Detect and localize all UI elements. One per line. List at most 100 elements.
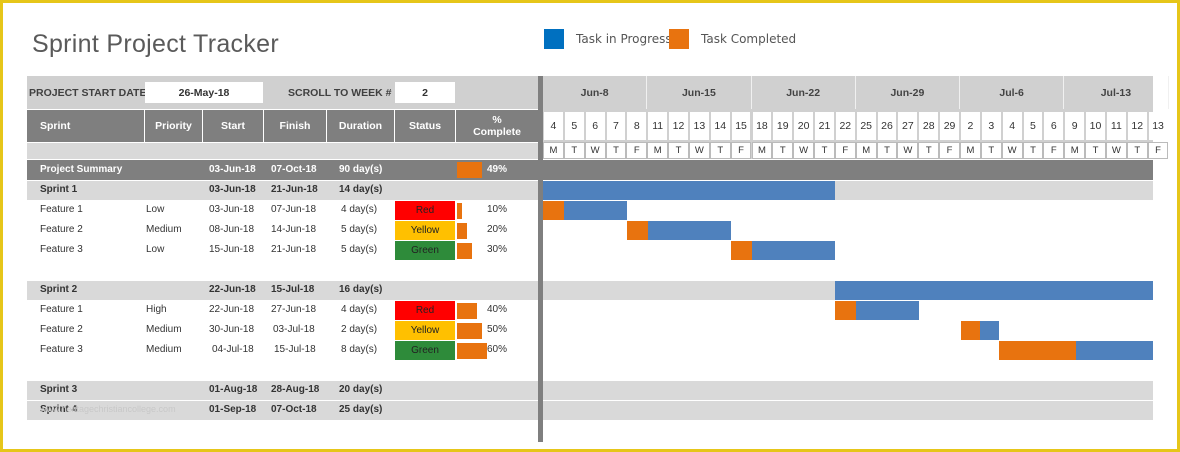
gantt-week-3: Jun-29 <box>856 76 960 109</box>
legend-completed-label: Task Completed <box>701 32 797 46</box>
s2-f2-status: Yellow <box>395 321 455 340</box>
pane-divider[interactable] <box>538 76 543 442</box>
col-header-status[interactable]: Status <box>395 110 455 142</box>
gantt-weekday-cell: T <box>876 142 898 159</box>
gantt-bar-s1-f3-progress <box>752 241 835 260</box>
legend-completed-swatch <box>669 29 689 49</box>
s1-f1-priority: Low <box>146 204 165 215</box>
s1-f1-finish: 07-Jun-18 <box>271 204 317 215</box>
gantt-day-cell: 13 <box>689 112 709 140</box>
s1-f1-name: Feature 1 <box>40 204 83 215</box>
gantt-bar-s1-f1-done <box>543 201 564 220</box>
legend-in-progress-label: Task in Progress <box>576 32 672 46</box>
gantt-weekday-cell: T <box>1022 142 1044 159</box>
gantt-day-cell: 18 <box>752 112 772 140</box>
gantt-day-cell: 26 <box>877 112 897 140</box>
s1-f2-start: 08-Jun-18 <box>209 224 255 235</box>
watermark-text: www.heritagechristiancollege.com <box>40 404 176 414</box>
s1-f3-pct-text: 30% <box>487 244 508 255</box>
gantt-bar-s2-f2-progress <box>980 321 999 340</box>
gantt-bar-sprint2 <box>835 281 1153 300</box>
s2-f3-priority: Medium <box>146 344 182 355</box>
gantt-day-cell: 13 <box>1148 112 1168 140</box>
col-header-start[interactable]: Start <box>203 110 263 142</box>
gantt-bar-s1-f3-done <box>731 241 752 260</box>
gantt-summary-row <box>543 160 1153 180</box>
s1-f2-priority: Medium <box>146 224 182 235</box>
gantt-bar-sprint1 <box>543 181 835 200</box>
gantt-day-cell: 4 <box>1002 112 1022 140</box>
sprint4-duration: 25 day(s) <box>339 404 383 415</box>
col-header-sprint[interactable]: Sprint <box>27 110 144 142</box>
gantt-day-cell: 7 <box>606 112 626 140</box>
s2-f3-pct-bar <box>457 343 487 359</box>
s2-f1-start: 22-Jun-18 <box>209 304 255 315</box>
gantt-day-cell: 29 <box>940 112 959 140</box>
s2-f3-start: 04-Jul-18 <box>212 344 254 355</box>
legend-in-progress-swatch <box>544 29 564 49</box>
gantt-bar-s2-f1-progress <box>856 301 919 320</box>
summary-finish: 07-Oct-18 <box>271 164 317 175</box>
gantt-weekday-cell: M <box>960 142 981 159</box>
gantt-sprint4-row <box>543 401 1153 420</box>
col-header-finish[interactable]: Finish <box>264 110 326 142</box>
gantt-bar-s2-f3-done <box>999 341 1076 360</box>
s2-f2-name: Feature 2 <box>40 324 83 335</box>
gantt-day-cell: 3 <box>981 112 1001 140</box>
sprint1-row-bg <box>27 181 538 200</box>
gantt-weekday-cell: T <box>772 142 794 159</box>
gantt-day-cell: 4 <box>544 112 563 140</box>
s1-f2-finish: 14-Jun-18 <box>271 224 317 235</box>
sprint4-finish: 07-Oct-18 <box>271 404 317 415</box>
s1-f2-duration: 5 day(s) <box>341 224 378 235</box>
gantt-week-2: Jun-22 <box>752 76 856 109</box>
s2-f1-duration: 4 day(s) <box>341 304 378 315</box>
gantt-weekday-cell: F <box>1043 142 1065 159</box>
gantt-weekday-cell: W <box>793 142 815 159</box>
summary-pct-text: 49% <box>487 164 508 175</box>
col-header-priority[interactable]: Priority <box>145 110 202 142</box>
pct-header-line2: Complete <box>473 126 521 138</box>
s2-f3-status: Green <box>395 341 455 360</box>
gantt-bar-s1-f2-done <box>627 221 648 240</box>
start-date-input[interactable]: 26-May-18 <box>145 82 263 103</box>
gantt-weekday-cell: F <box>730 142 752 159</box>
gantt-weekday-cell: M <box>543 142 564 159</box>
gantt-week-5: Jul-13 <box>1064 76 1169 109</box>
header-spacer-row <box>27 143 538 159</box>
s2-f1-name: Feature 1 <box>40 304 83 315</box>
s2-f1-status: Red <box>395 301 455 320</box>
gantt-week-4: Jul-6 <box>960 76 1065 109</box>
gantt-day-cell: 6 <box>585 112 605 140</box>
gantt-bar-s1-f1-progress <box>564 201 627 220</box>
gantt-weekday-cell: F <box>834 142 856 159</box>
col-header-duration[interactable]: Duration <box>327 110 394 142</box>
gantt-day-cell: 11 <box>1106 112 1126 140</box>
gantt-weekday-cell: M <box>647 142 669 159</box>
col-header-pct-complete[interactable]: % Complete <box>456 110 538 142</box>
scroll-week-label: SCROLL TO WEEK # <box>288 87 392 99</box>
page-title: Sprint Project Tracker <box>32 30 279 58</box>
gantt-day-cell: 25 <box>856 112 876 140</box>
gantt-weekday-cell: T <box>709 142 731 159</box>
summary-duration: 90 day(s) <box>339 164 383 175</box>
s1-f3-duration: 5 day(s) <box>341 244 378 255</box>
gantt-day-cell: 6 <box>1044 112 1064 140</box>
summary-pct-bar <box>457 162 482 178</box>
gantt-weekday-cell: T <box>1085 142 1106 159</box>
summary-name: Project Summary <box>40 164 123 175</box>
sprint2-row-bg <box>27 281 538 300</box>
summary-start: 03-Jun-18 <box>209 164 256 175</box>
sprint3-finish: 28-Aug-18 <box>271 384 320 395</box>
gantt-bar-s1-f2-progress <box>648 221 731 240</box>
sprint4-start: 01-Sep-18 <box>209 404 257 415</box>
sprint4-row-bg <box>27 401 538 420</box>
gantt-weekday-cell: F <box>939 142 960 159</box>
s1-f3-start: 15-Jun-18 <box>209 244 255 255</box>
gantt-day-cell: 14 <box>710 112 730 140</box>
start-date-label: PROJECT START DATE <box>29 87 147 99</box>
gantt-weekday-cell: T <box>918 142 940 159</box>
scroll-week-input[interactable]: 2 <box>395 82 455 103</box>
gantt-weekday-cell: M <box>1064 142 1086 159</box>
